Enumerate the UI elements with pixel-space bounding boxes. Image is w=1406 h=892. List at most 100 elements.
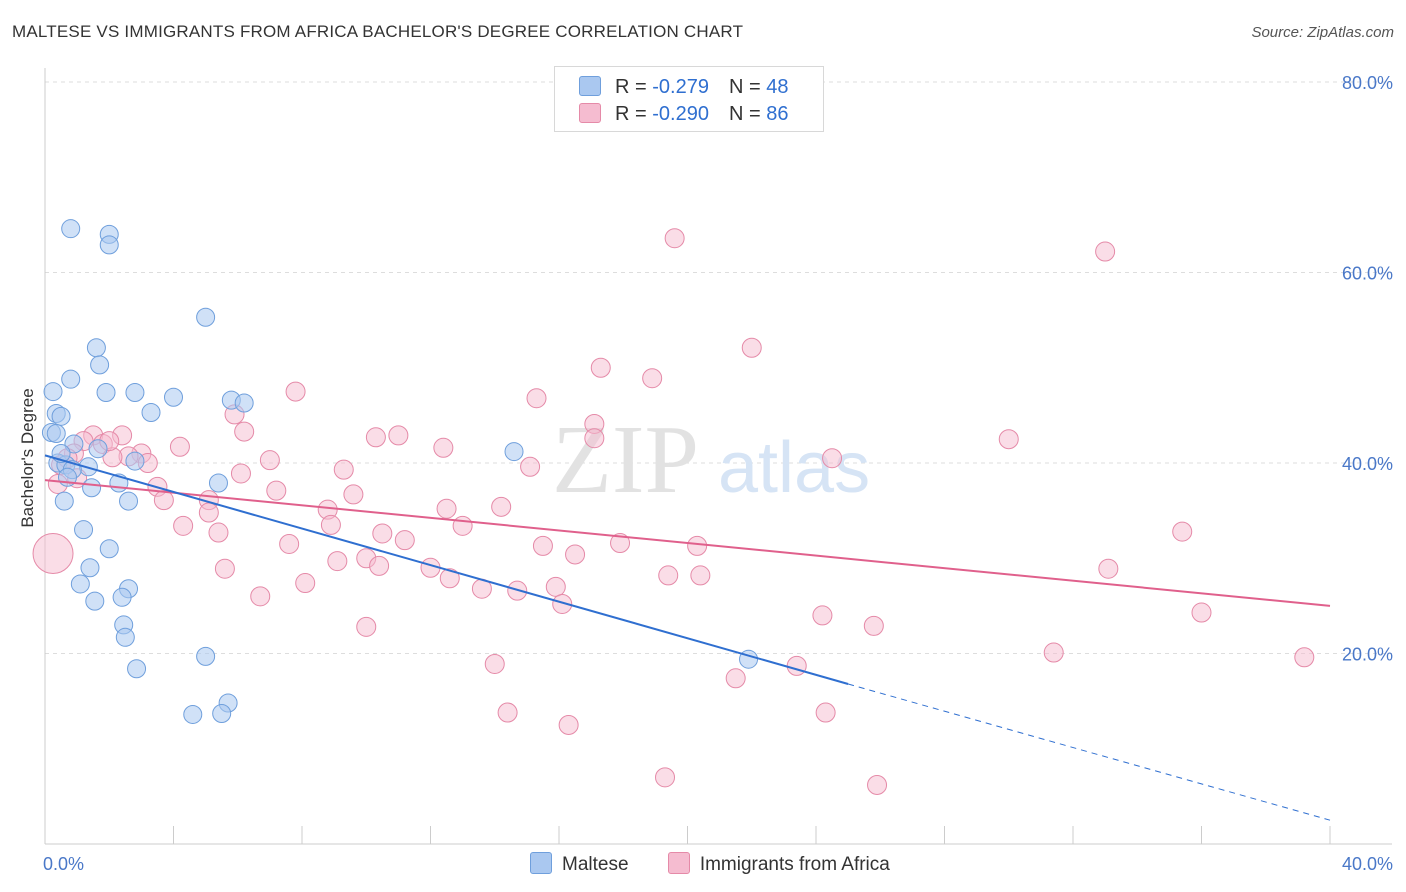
africa-point [356, 616, 377, 637]
africa-point [452, 515, 473, 536]
africa-point [285, 381, 306, 402]
x-tick-label-1: 40.0% [1342, 854, 1393, 874]
africa-point [998, 429, 1019, 450]
africa-point [259, 450, 280, 471]
africa-point [532, 535, 553, 556]
africa-point [388, 425, 409, 446]
maltese-point [208, 473, 228, 493]
africa-point [610, 533, 631, 554]
africa-point [327, 551, 348, 572]
maltese-point [86, 338, 106, 358]
maltese-point [54, 491, 74, 511]
maltese-r-value: -0.279 [652, 76, 709, 98]
maltese-point [61, 219, 81, 239]
maltese-point [43, 382, 63, 402]
africa-point [526, 388, 547, 409]
maltese-point [504, 442, 524, 462]
africa-point [1043, 642, 1064, 663]
maltese-point [51, 406, 71, 426]
africa-point [1095, 241, 1116, 262]
maltese-point [127, 659, 147, 679]
africa-point [822, 448, 843, 469]
maltese-point [141, 403, 161, 423]
y-tick-label-2: 60.0% [1342, 264, 1393, 284]
watermark-zip: ZIP [552, 406, 699, 514]
x-tick-label-0: 0.0% [43, 854, 84, 874]
series-legend: Maltese Immigrants from Africa [530, 852, 924, 876]
maltese-point [61, 369, 81, 389]
maltese-point [46, 423, 66, 443]
africa-point [1098, 558, 1119, 579]
africa-point [552, 593, 573, 614]
africa-point [565, 544, 586, 565]
maltese-point [164, 387, 183, 407]
maltese-point [64, 434, 84, 454]
africa-point [173, 515, 194, 536]
africa-point [365, 427, 386, 448]
africa-point [786, 655, 807, 676]
maltese-point [80, 558, 100, 578]
maltese-point [99, 235, 119, 255]
africa-point [867, 774, 888, 795]
maltese-point [125, 451, 145, 471]
maltese-point [183, 704, 203, 724]
maltese-point [96, 383, 116, 403]
maltese-point [85, 591, 105, 611]
y-tick-label-1: 40.0% [1342, 454, 1393, 474]
africa-point [655, 767, 676, 788]
maltese-point [112, 587, 132, 607]
maltese-point [125, 383, 145, 403]
grid-lines [45, 81, 1392, 654]
africa-point [1191, 602, 1212, 623]
y-tick-label-3: 80.0% [1342, 73, 1393, 93]
africa-point [295, 573, 316, 594]
watermark: ZIP atlas [552, 406, 870, 514]
maltese-swatch [579, 76, 601, 96]
maltese-point [119, 491, 139, 511]
africa-point [484, 653, 505, 674]
africa-point [320, 514, 341, 535]
maltese-point [90, 355, 110, 375]
africa-point [812, 605, 833, 626]
correlation-legend: R = -0.279 N = 48 R = -0.290 N = 86 [554, 66, 824, 132]
africa-point [658, 565, 679, 586]
africa-point [169, 436, 190, 457]
africa-point [394, 530, 415, 551]
africa-trend-line [44, 479, 1331, 607]
africa-point [545, 576, 566, 597]
chart-title: MALTESE VS IMMIGRANTS FROM AFRICA BACHEL… [12, 22, 744, 41]
maltese-point [115, 627, 135, 647]
maltese-point [74, 520, 94, 540]
africa-point [250, 586, 271, 607]
maltese-point [212, 704, 232, 724]
maltese-point [82, 478, 102, 498]
africa-point [436, 498, 457, 519]
source-label: Source: ZipAtlas.com [1251, 24, 1394, 41]
africa-point [32, 532, 74, 574]
maltese-n-value: 48 [766, 76, 789, 98]
maltese-point [88, 439, 108, 459]
africa-point [208, 522, 229, 543]
africa-point [590, 357, 611, 378]
africa-point [642, 368, 663, 389]
africa-r-value: -0.290 [652, 103, 709, 125]
africa-point [815, 702, 836, 723]
maltese-point [234, 393, 254, 413]
maltese-trend-extension [847, 683, 1331, 821]
africa-n-value: 86 [766, 103, 789, 125]
africa-swatch [579, 103, 601, 123]
africa-point [369, 555, 390, 576]
legend-item-maltese: Maltese [530, 852, 629, 876]
africa-point [279, 533, 300, 554]
africa-point [497, 702, 518, 723]
africa-point [333, 459, 354, 480]
maltese-point [196, 646, 216, 666]
africa-point [343, 484, 364, 505]
africa-point [664, 228, 685, 249]
africa-point [439, 568, 460, 589]
africa-point [1294, 647, 1315, 668]
maltese-trend-line [44, 454, 849, 685]
africa-point [153, 490, 174, 511]
tick-labels: 20.0% 40.0% 60.0% 80.0% 0.0% 40.0% [43, 73, 1393, 874]
africa-point [491, 496, 512, 517]
